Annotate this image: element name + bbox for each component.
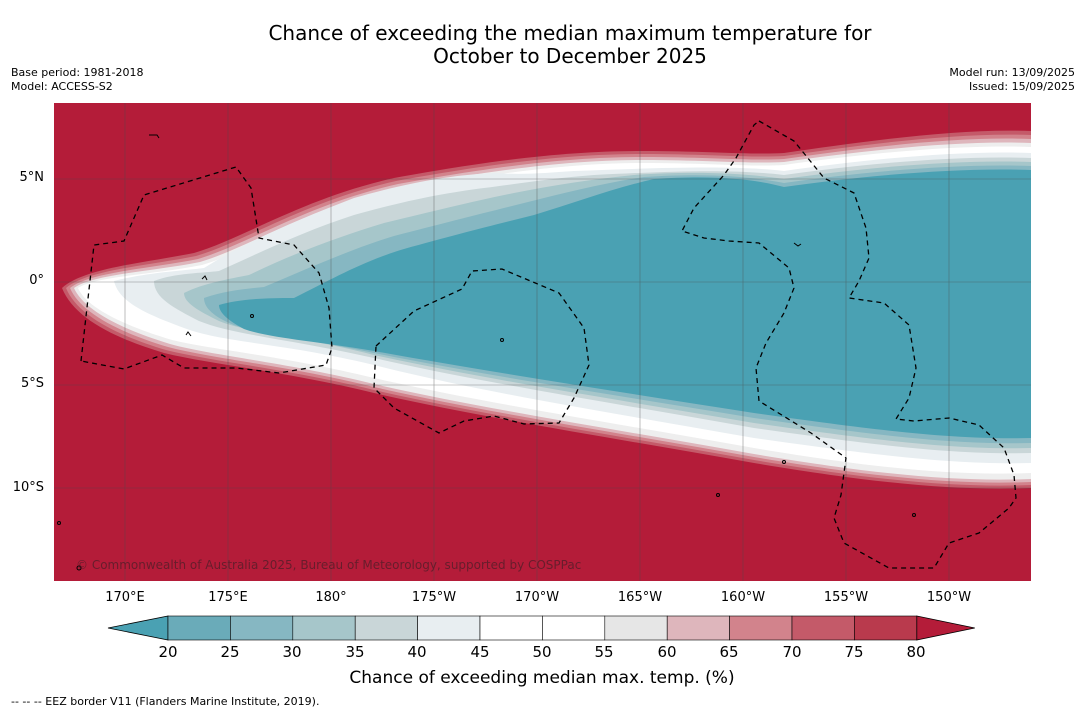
colorbar-under-arrow — [107, 615, 169, 641]
colorbar-tick: 35 — [345, 643, 365, 661]
colorbar-segment — [854, 615, 918, 641]
colorbar-segment — [230, 615, 294, 641]
colorbar-tick: 60 — [657, 643, 677, 661]
colorbar-segment — [542, 615, 606, 641]
lon-label-170w: 170°W — [514, 590, 560, 605]
meta-left: Base period: 1981-2018 Model: ACCESS-S2 — [11, 66, 143, 94]
colorbar-segment — [729, 615, 793, 641]
forecast-map — [54, 103, 1031, 581]
eez-legend: -- -- -- EEZ border V11 (Flanders Marine… — [11, 695, 320, 708]
colorbar-tick: 70 — [782, 643, 802, 661]
colorbar-segment — [666, 615, 730, 641]
title-line-2: October to December 2025 — [433, 44, 707, 68]
eez-tokelau-samoa — [373, 268, 590, 434]
lat-label-5n: 5°N — [19, 170, 45, 185]
grid-lines — [54, 103, 1031, 581]
model-name: Model: ACCESS-S2 — [11, 80, 113, 93]
colorbar-tick: 65 — [719, 643, 739, 661]
colorbar-label: Chance of exceeding median max. temp. (%… — [349, 668, 735, 688]
issued-date: Issued: 15/09/2025 — [968, 80, 1075, 93]
colorbar-tick: 20 — [158, 643, 178, 661]
lat-label-5s: 5°S — [20, 376, 44, 391]
colorbar-tick: 25 — [220, 643, 240, 661]
eez-tuvalu — [80, 166, 333, 374]
meta-right: Model run: 13/09/2025 Issued: 15/09/2025 — [949, 66, 1075, 94]
colorbar-segment — [417, 615, 481, 641]
band-20 — [219, 169, 1031, 439]
colorbar — [107, 615, 975, 641]
lon-label-175w: 175°W — [411, 590, 457, 605]
lon-label-165w: 165°W — [617, 590, 663, 605]
colorbar-segment — [604, 615, 668, 641]
colorbar-tick: 50 — [532, 643, 552, 661]
base-period: Base period: 1981-2018 — [11, 66, 144, 79]
colorbar-tick: 55 — [594, 643, 614, 661]
colorbar-segment — [479, 615, 543, 641]
colorbar-tick: 80 — [906, 643, 926, 661]
title-line-1: Chance of exceeding the median maximum t… — [268, 21, 872, 45]
colorbar-segment — [791, 615, 855, 641]
lon-label-170e: 170°E — [105, 590, 145, 605]
lat-label-10s: 10°S — [12, 480, 44, 495]
colorbar-over-arrow — [916, 615, 975, 641]
model-run: Model run: 13/09/2025 — [949, 66, 1075, 79]
colorbar-segment — [167, 615, 231, 641]
map-title: Chance of exceeding the median maximum t… — [0, 22, 1085, 68]
island-outlines — [57, 134, 916, 571]
lon-label-180: 180° — [315, 590, 347, 605]
lat-label-0: 0° — [29, 273, 44, 288]
colorbar-tick: 30 — [282, 643, 302, 661]
lon-label-175e: 175°E — [208, 590, 248, 605]
lon-label-150w: 150°W — [926, 590, 972, 605]
eez-borders — [80, 120, 1017, 569]
lon-label-160w: 160°W — [720, 590, 766, 605]
colorbar-tick: 40 — [407, 643, 427, 661]
lon-label-155w: 155°W — [823, 590, 869, 605]
copyright-notice: © Commonwealth of Australia 2025, Bureau… — [76, 558, 582, 572]
eez-cook-islands-north — [681, 120, 1017, 569]
colorbar-segment — [292, 615, 356, 641]
colorbar-tick: 75 — [844, 643, 864, 661]
colorbar-segment — [354, 615, 418, 641]
colorbar-tick: 45 — [470, 643, 490, 661]
